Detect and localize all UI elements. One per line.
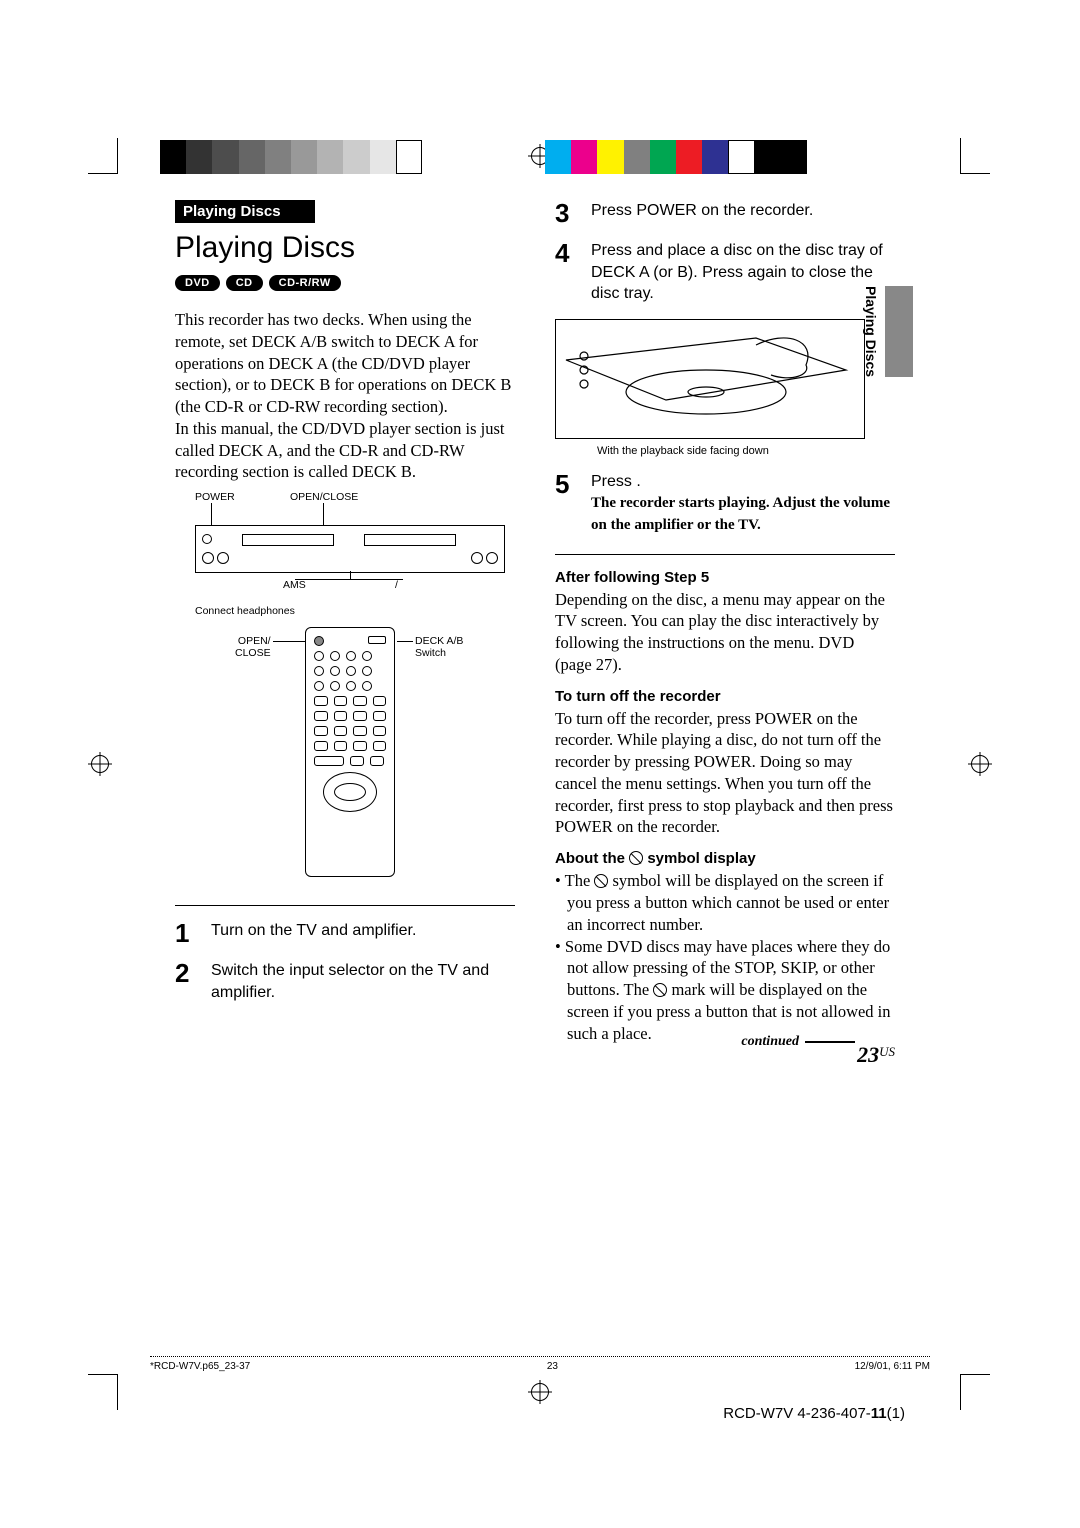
left-column: Playing Discs Playing Discs DVD CD CD-R/… xyxy=(175,200,515,1017)
diagram-caption: With the playback side facing down xyxy=(597,445,895,457)
divider xyxy=(555,554,895,555)
bullet-list: The symbol will be displayed on the scre… xyxy=(555,870,895,1044)
step-text: Press and place a disc on the disc tray … xyxy=(591,240,895,305)
step-text: Press . The recorder starts playing. Adj… xyxy=(591,471,895,536)
subheading-about: About the symbol display xyxy=(555,850,895,867)
badge-dvd: DVD xyxy=(175,275,220,291)
body-text: To turn off the recorder, press POWER on… xyxy=(555,708,895,839)
page-number: 23US xyxy=(857,1042,895,1068)
footer-timestamp: 12/9/01, 6:11 PM xyxy=(855,1361,930,1372)
step-2: 2 Switch the input selector on the TV an… xyxy=(175,960,515,1003)
registration-mark xyxy=(80,0,120,1528)
step-number: 1 xyxy=(175,920,201,946)
subheading-turnoff: To turn off the recorder xyxy=(555,688,895,705)
registration-mark xyxy=(0,1374,1080,1410)
label-remote-open: OPEN/ CLOSE xyxy=(235,635,271,659)
step-text: Turn on the TV and amplifier. xyxy=(211,920,416,946)
prohibit-icon xyxy=(629,851,643,865)
intro-paragraph: In this manual, the CD/DVD player sectio… xyxy=(175,418,515,483)
step-number: 4 xyxy=(555,240,581,305)
intro-paragraph: This recorder has two decks. When using … xyxy=(175,309,515,418)
list-item: The symbol will be displayed on the scre… xyxy=(555,870,895,935)
label-remote-deck: DECK A/B Switch xyxy=(415,635,463,659)
footer-file: *RCD-W7V.p65_23-37 xyxy=(150,1361,250,1372)
label-slash: / xyxy=(395,579,398,591)
step-number: 5 xyxy=(555,471,581,536)
list-item: Some DVD discs may have places where the… xyxy=(555,936,895,1045)
step-number: 2 xyxy=(175,960,201,1003)
subheading-after: After following Step 5 xyxy=(555,569,895,586)
right-column: 3 Press POWER on the recorder. 4 Press a… xyxy=(555,200,895,1044)
step-text: Press POWER on the recorder. xyxy=(591,200,813,226)
remote-diagram: OPEN/ CLOSE DECK A/B Switch xyxy=(175,627,515,887)
step-text: Switch the input selector on the TV and … xyxy=(211,960,515,1003)
section-header: Playing Discs xyxy=(175,200,315,223)
prohibit-icon xyxy=(594,874,608,888)
step-note: The recorder starts playing. Adjust the … xyxy=(591,495,890,533)
registration-mark xyxy=(960,0,1000,1528)
body-text: Depending on the disc, a menu may appear… xyxy=(555,589,895,676)
prohibit-icon xyxy=(653,983,667,997)
media-badges: DVD CD CD-R/RW xyxy=(175,275,515,291)
step-4: 4 Press and place a disc on the disc tra… xyxy=(555,240,895,305)
label-power: POWER xyxy=(195,491,235,503)
step-5: 5 Press . The recorder starts playing. A… xyxy=(555,471,895,536)
label-open-close: OPEN/CLOSE xyxy=(290,491,358,503)
footer-page: 23 xyxy=(547,1361,558,1372)
badge-cdrrw: CD-R/RW xyxy=(269,275,341,291)
step-1: 1 Turn on the TV and amplifier. xyxy=(175,920,515,946)
step-number: 3 xyxy=(555,200,581,226)
model-line: RCD-W7V 4-236-407-11(1) xyxy=(723,1405,905,1422)
device-diagram: POWER OPEN/CLOSE AMS / xyxy=(175,491,515,601)
page-content: Playing Discs Playing Discs Playing Disc… xyxy=(175,138,895,1328)
footer-line: *RCD-W7V.p65_23-37 23 12/9/01, 6:11 PM xyxy=(150,1356,930,1372)
label-connect-headphones: Connect headphones xyxy=(195,605,515,617)
label-ams: AMS xyxy=(283,579,306,591)
continued-label: continued xyxy=(741,1034,855,1050)
page-title: Playing Discs xyxy=(175,231,515,265)
disc-insert-diagram xyxy=(555,319,865,439)
divider xyxy=(175,905,515,906)
step-3: 3 Press POWER on the recorder. xyxy=(555,200,895,226)
badge-cd: CD xyxy=(226,275,263,291)
